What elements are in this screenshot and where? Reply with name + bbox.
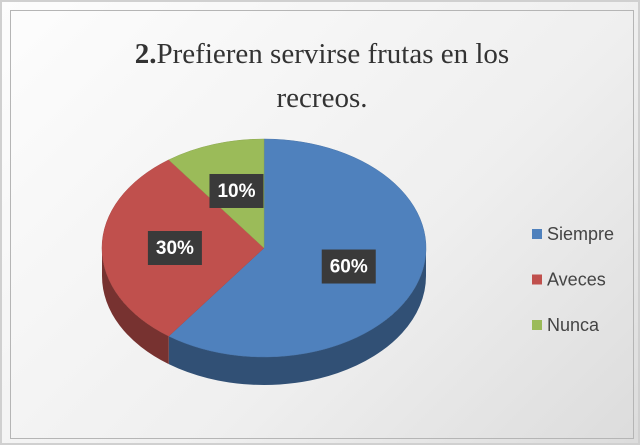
legend-label: Aveces	[547, 269, 606, 289]
legend-label: Siempre	[547, 224, 614, 244]
data-label: 10%	[217, 181, 255, 202]
slice-side	[168, 248, 426, 386]
chart-title: 2.Prefieren servirse frutas en los recre…	[92, 32, 552, 120]
legend-swatch	[532, 274, 542, 285]
legend-swatch	[532, 320, 542, 330]
title-text: Prefieren servirse frutas en los recreos…	[156, 38, 510, 114]
slice	[168, 138, 427, 358]
data-label: 30%	[156, 238, 194, 259]
legend-swatch	[532, 229, 542, 239]
slice-side	[102, 248, 169, 365]
data-label: 60%	[330, 257, 368, 278]
chart-area	[10, 10, 634, 439]
title-number: 2.	[134, 38, 157, 70]
data-label-box	[147, 231, 202, 265]
legend-label: Nunca	[547, 315, 600, 335]
data-label-box	[321, 249, 376, 284]
data-label-box	[209, 173, 264, 208]
